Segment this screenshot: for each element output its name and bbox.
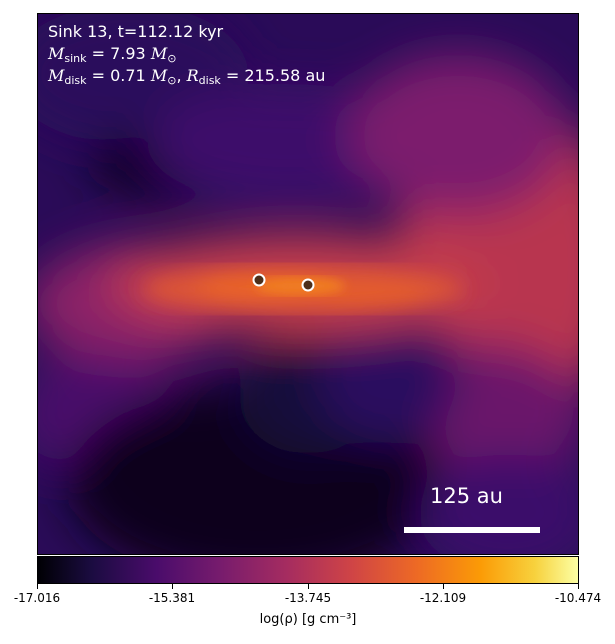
sink-mass-sub: sink — [64, 52, 87, 65]
density-map — [38, 14, 578, 554]
sink-mass-var: M — [48, 44, 65, 63]
colorbar-tick-1 — [172, 584, 173, 589]
disk-radius-value: = 215.58 au — [220, 66, 326, 85]
colorbar-tick-label-0: -17.016 — [13, 591, 61, 605]
colorbar-tick-label-1: -15.381 — [148, 591, 196, 605]
disk-radius-var: R — [186, 66, 199, 85]
disk-mass-sub: disk — [64, 74, 87, 87]
colorbar-tick-2 — [308, 584, 309, 589]
disk-line: Mdisk = 0.71 M⊙, Rdisk = 215.58 au — [48, 66, 325, 91]
sink-mass-line: Msink = 7.93 M⊙ — [48, 44, 176, 69]
colorbar — [37, 556, 579, 584]
colorbar-tick-label-3: -12.109 — [419, 591, 467, 605]
colorbar-tick-3 — [443, 584, 444, 589]
comma: , — [176, 66, 187, 85]
colorbar-tick-0 — [37, 584, 38, 589]
solar-mass-sub-2: ⊙ — [167, 74, 177, 87]
sink-title: Sink 13, t=112.12 kyr — [48, 22, 224, 41]
solar-mass-sub: ⊙ — [167, 52, 177, 65]
disk-mass-var: M — [48, 66, 65, 85]
sink-a-marker — [252, 273, 266, 287]
scale-bar-label: 125 au — [430, 484, 503, 508]
sink-b-marker — [301, 278, 315, 292]
colorbar-label: log(ρ) [g cm⁻³] — [259, 612, 357, 627]
colorbar-tick-label-2: -13.745 — [284, 591, 332, 605]
colorbar-tick-label-4: -10.474 — [554, 591, 602, 605]
colorbar-tick-4 — [578, 584, 579, 589]
sink-mass-value: = 7.93 — [86, 44, 151, 63]
solar-mass-var-2: M — [150, 66, 168, 85]
scale-bar — [404, 527, 540, 533]
disk-radius-sub: disk — [198, 74, 221, 87]
disk-mass-value: = 0.71 — [86, 66, 151, 85]
solar-mass-var: M — [150, 44, 168, 63]
density-map-panel: Sink 13, t=112.12 kyr Msink = 7.93 M⊙ Md… — [37, 13, 579, 555]
